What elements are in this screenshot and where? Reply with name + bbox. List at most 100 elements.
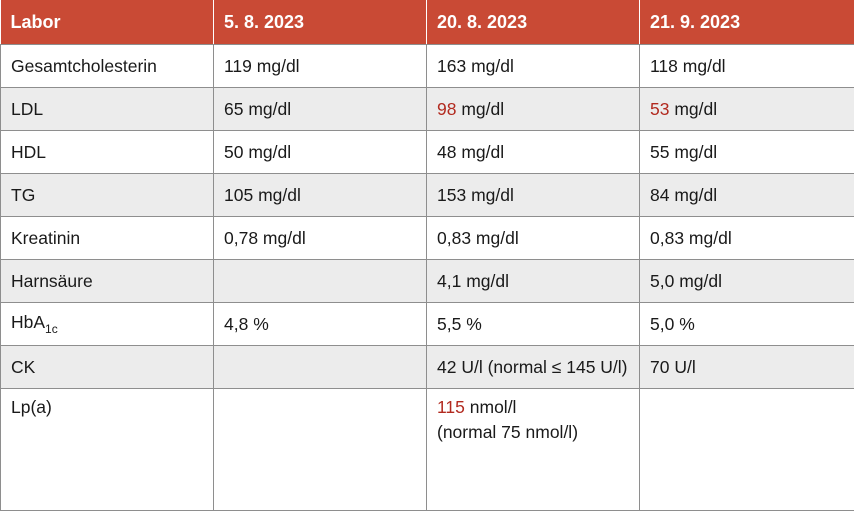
cell-value: 118	[650, 56, 678, 76]
cell-value: 115	[437, 397, 465, 417]
header-labor: Labor	[1, 0, 214, 45]
row-label-text: HbA	[11, 312, 45, 332]
cell-date-2: 115 nmol/l (normal 75 nmol/l)	[427, 389, 640, 511]
row-label-text: Gesamtcholesterin	[11, 56, 157, 76]
cell-date-3	[640, 389, 854, 511]
row-label: Kreatinin	[1, 217, 214, 260]
cell-date-3: 53 mg/dl	[640, 88, 854, 131]
cell-unit: mg/dl	[461, 271, 509, 291]
table-header: Labor 5. 8. 2023 20. 8. 2023 21. 9. 2023	[1, 0, 854, 45]
cell-unit: mg/dl	[253, 185, 301, 205]
header-date-3: 21. 9. 2023	[640, 0, 854, 45]
cell-unit: mg/dl	[466, 185, 514, 205]
cell-date-3: 5,0 %	[640, 303, 854, 346]
row-label-subscript: 1c	[45, 322, 58, 336]
cell-date-1: 119 mg/dl	[214, 45, 427, 88]
cell-value: 153	[437, 185, 466, 205]
row-label: HDL	[1, 131, 214, 174]
cell-value: 53	[650, 99, 669, 119]
cell-date-1: 4,8 %	[214, 303, 427, 346]
row-label-text: HDL	[11, 142, 46, 162]
cell-unit: mg/dl	[252, 56, 300, 76]
cell-value: 163	[437, 56, 466, 76]
cell-value: 48	[437, 142, 456, 162]
cell-date-3: 70 U/l	[640, 346, 854, 389]
cell-date-2: 5,5 %	[427, 303, 640, 346]
cell-unit: mg/dl	[258, 228, 306, 248]
cell-value: 65	[224, 99, 243, 119]
row-label: LDL	[1, 88, 214, 131]
cell-date-2: 163 mg/dl	[427, 45, 640, 88]
cell-value: 0,83	[650, 228, 684, 248]
cell-date-1	[214, 260, 427, 303]
cell-value: 55	[650, 142, 669, 162]
cell-unit: mg/dl	[669, 99, 717, 119]
cell-date-1: 105 mg/dl	[214, 174, 427, 217]
cell-date-2: 0,83 mg/dl	[427, 217, 640, 260]
cell-date-2: 42 U/l (normal ≤ 145 U/l)	[427, 346, 640, 389]
cell-unit: %	[674, 314, 694, 334]
cell-unit: mg/dl	[684, 228, 732, 248]
cell-value: 0,78	[224, 228, 258, 248]
cell-value: 5,5	[437, 314, 461, 334]
cell-unit: mg/dl	[243, 99, 291, 119]
cell-value: 50	[224, 142, 243, 162]
cell-unit: mg/dl	[466, 56, 514, 76]
cell-value: 4,8	[224, 314, 248, 334]
row-label-text: LDL	[11, 99, 43, 119]
cell-unit: U/l	[669, 357, 695, 377]
cell-unit: nmol/l	[465, 397, 517, 417]
cell-value: 119	[224, 56, 252, 76]
row-label: TG	[1, 174, 214, 217]
cell-unit: mg/dl	[456, 142, 504, 162]
row-label: HbA1c	[1, 303, 214, 346]
cell-date-2: 98 mg/dl	[427, 88, 640, 131]
cell-value: 0,83	[437, 228, 471, 248]
cell-value: 70	[650, 357, 669, 377]
cell-date-1: 0,78 mg/dl	[214, 217, 427, 260]
cell-date-1	[214, 389, 427, 511]
cell-date-3: 5,0 mg/dl	[640, 260, 854, 303]
cell-date-3: 0,83 mg/dl	[640, 217, 854, 260]
cell-unit: mg/dl	[669, 142, 717, 162]
cell-date-1	[214, 346, 427, 389]
cell-value: 5,0	[650, 314, 674, 334]
row-label-text: Lp(a)	[11, 397, 52, 417]
cell-value: 42	[437, 357, 456, 377]
cell-unit: mg/dl	[456, 99, 504, 119]
cell-unit: mg/dl	[243, 142, 291, 162]
cell-unit: mg/dl	[674, 271, 722, 291]
cell-date-1: 50 mg/dl	[214, 131, 427, 174]
row-label: CK	[1, 346, 214, 389]
cell-unit: U/l (normal ≤ 145 U/l)	[456, 357, 627, 377]
cell-value: 4,1	[437, 271, 461, 291]
cell-unit: mg/dl	[669, 185, 717, 205]
cell-date-3: 118 mg/dl	[640, 45, 854, 88]
cell-unit: %	[461, 314, 481, 334]
cell-value: 84	[650, 185, 669, 205]
row-label-text: CK	[11, 357, 35, 377]
header-date-2: 20. 8. 2023	[427, 0, 640, 45]
cell-date-1: 65 mg/dl	[214, 88, 427, 131]
cell-value: 5,0	[650, 271, 674, 291]
cell-unit: %	[248, 314, 268, 334]
row-label-text: Harnsäure	[11, 271, 93, 291]
cell-date-3: 55 mg/dl	[640, 131, 854, 174]
cell-date-2: 153 mg/dl	[427, 174, 640, 217]
cell-note: (normal 75 nmol/l)	[437, 422, 629, 443]
cell-date-3: 84 mg/dl	[640, 174, 854, 217]
row-label: Harnsäure	[1, 260, 214, 303]
cell-date-2: 48 mg/dl	[427, 131, 640, 174]
cell-unit: mg/dl	[471, 228, 519, 248]
header-row: Labor 5. 8. 2023 20. 8. 2023 21. 9. 2023	[1, 0, 854, 45]
row-label: Lp(a)	[1, 389, 214, 511]
